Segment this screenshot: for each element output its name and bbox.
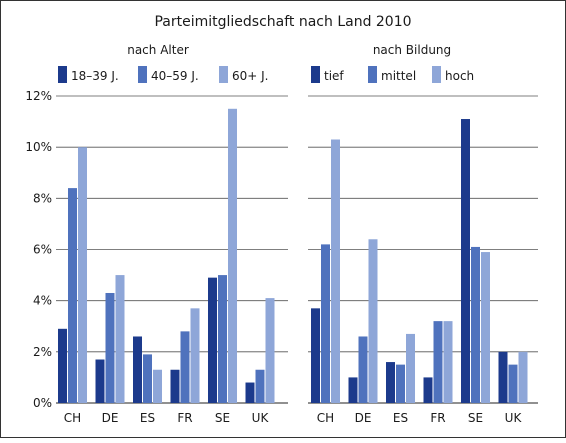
x-tick-label: SE — [215, 411, 230, 425]
bar — [331, 139, 340, 403]
legend-label: 40–59 J. — [151, 69, 199, 83]
x-tick-label: DE — [355, 411, 372, 425]
y-tick-label: 0% — [33, 396, 52, 410]
legend-label: tief — [324, 69, 344, 83]
bar — [105, 292, 115, 403]
bar — [481, 252, 490, 403]
bar — [115, 275, 125, 403]
bar — [265, 298, 275, 403]
y-tick-label: 12% — [25, 89, 52, 103]
y-axis-ticks: 0% 2% 4% 6% 8% 10% 12% — [25, 89, 52, 410]
bar — [321, 244, 330, 403]
chart-panels: CH DE ES FR SE UK CH DE ES FR SE UK — [56, 95, 538, 425]
x-tick-label: CH — [317, 411, 334, 425]
y-tick-label: 10% — [25, 140, 52, 154]
bar — [228, 108, 237, 404]
bar — [358, 336, 368, 403]
legend-swatch — [368, 66, 377, 83]
y-tick-label: 2% — [33, 345, 52, 359]
legend-swatch — [138, 66, 147, 83]
bar — [190, 308, 200, 403]
bar — [95, 359, 105, 403]
bar — [443, 321, 453, 403]
bar — [396, 364, 405, 403]
x-tick-label: FR — [177, 411, 192, 425]
bar — [498, 351, 508, 403]
x-tick-label: FR — [430, 411, 445, 425]
bar — [58, 328, 67, 403]
legend-swatch — [219, 66, 228, 83]
x-tick-label: UK — [505, 411, 523, 425]
x-tick-label: SE — [468, 411, 483, 425]
bar — [208, 277, 217, 403]
bar — [471, 246, 480, 403]
bar — [348, 377, 358, 403]
legend-swatch — [311, 66, 320, 83]
panel-subtitle-education: nach Bildung — [373, 43, 451, 57]
legend-label: 18–39 J. — [71, 69, 119, 83]
bar — [423, 377, 433, 403]
x-tick-label: ES — [140, 411, 155, 425]
bar — [153, 369, 162, 403]
bar — [180, 331, 190, 403]
bar — [68, 188, 77, 403]
bar — [133, 336, 142, 403]
bar — [518, 351, 528, 403]
bar — [433, 321, 443, 403]
bar — [508, 364, 518, 403]
legend-swatch — [58, 66, 67, 83]
y-tick-label: 4% — [33, 294, 52, 308]
bar — [170, 369, 180, 403]
bar — [143, 354, 152, 403]
bar — [406, 333, 415, 403]
legend-label: mittel — [381, 69, 416, 83]
bar — [461, 119, 470, 404]
x-tick-label: DE — [102, 411, 119, 425]
x-tick-label: ES — [393, 411, 408, 425]
panel-subtitle-age: nach Alter — [127, 43, 189, 57]
y-tick-label: 6% — [33, 243, 52, 257]
chart-title: Parteimitgliedschaft nach Land 2010 — [154, 14, 411, 30]
legend-label: hoch — [445, 69, 474, 83]
x-tick-label: CH — [64, 411, 81, 425]
bar — [368, 239, 378, 403]
legend-education: tief mittel hoch — [311, 66, 474, 83]
y-tick-label: 8% — [33, 191, 52, 205]
bar — [311, 308, 320, 403]
x-tick-label: UK — [252, 411, 270, 425]
legend-age: 18–39 J. 40–59 J. 60+ J. — [58, 66, 269, 83]
legend-label: 60+ J. — [232, 69, 269, 83]
bar — [255, 369, 265, 403]
legend-swatch — [432, 66, 441, 83]
bar — [245, 382, 255, 403]
bar — [78, 147, 87, 403]
bar — [218, 275, 227, 403]
bar — [386, 362, 395, 403]
